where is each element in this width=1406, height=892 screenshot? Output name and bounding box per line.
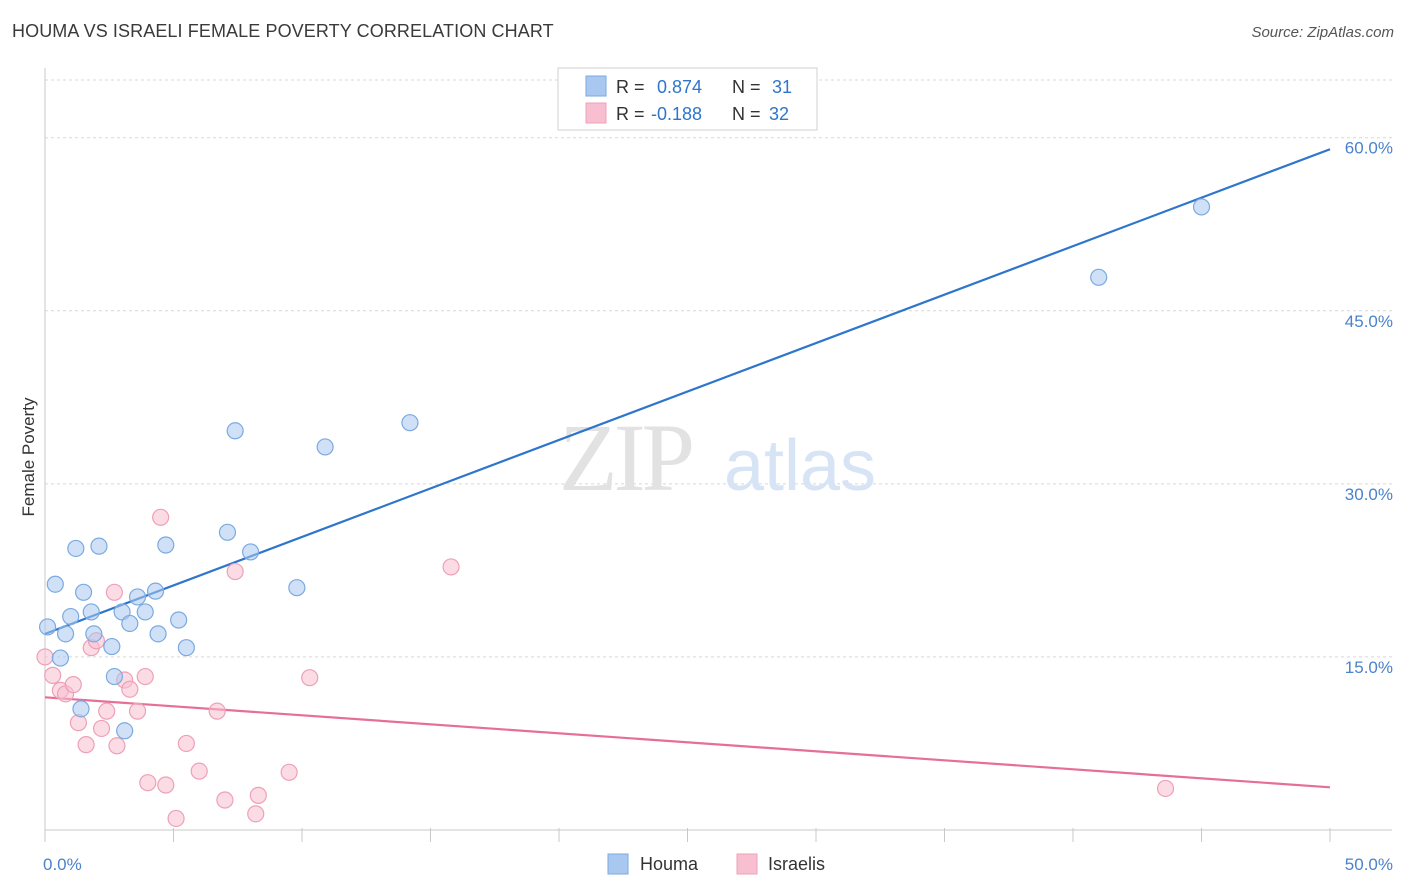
israelis-point (442, 558, 460, 576)
legend-swatch-israelis (585, 102, 607, 124)
israelis-point (190, 762, 208, 780)
houma-point (177, 639, 195, 657)
israelis-point (128, 702, 147, 720)
houma-point (1090, 268, 1108, 286)
israelis-point (92, 719, 111, 738)
houma-point (74, 583, 93, 601)
y-tick-label: 45.0% (1345, 312, 1393, 331)
israelis-point (105, 583, 123, 601)
legend-bottom-swatch-houma (607, 853, 629, 875)
legend-r-label-israelis: R = (616, 104, 645, 124)
legend-bottom-label-israelis: Israelis (768, 854, 825, 874)
legend-n-label-israelis: N = (732, 104, 761, 124)
israelis-point (280, 763, 298, 781)
legend-bottom-label-houma: Houma (640, 854, 699, 874)
houma-point (51, 649, 70, 667)
houma-point (72, 700, 90, 718)
israelis-trend-line (44, 696, 1331, 789)
y-tick-label: 60.0% (1345, 139, 1393, 158)
houma-point (226, 422, 244, 440)
legend-correlation-box: R = 0.874 N = 31 R = -0.188 N = 32 (557, 67, 818, 131)
israelis-point (69, 714, 88, 732)
legend-n-value-israelis: 32 (769, 104, 789, 124)
israelis-point (226, 562, 244, 581)
israelis-point (167, 809, 185, 828)
houma-point (146, 582, 165, 600)
houma-point (136, 603, 154, 621)
y-axis-label: Female Poverty (19, 397, 38, 517)
legend-r-label-houma: R = (616, 77, 645, 97)
israelis-point (177, 734, 195, 753)
israelis-point (136, 667, 154, 686)
houma-point (149, 625, 167, 643)
israelis-point (121, 680, 139, 698)
houma-point (85, 625, 103, 643)
israelis-point (157, 776, 175, 794)
axis-layer (44, 68, 1392, 842)
houma-point (116, 722, 134, 740)
israelis-point (247, 805, 265, 823)
houma-point (288, 579, 306, 597)
houma-point (157, 536, 175, 554)
israelis-point (139, 774, 157, 792)
trend-layer (44, 148, 1331, 789)
legend-series: Houma Israelis (607, 853, 825, 875)
watermark-logo: ZIP atlas (559, 404, 876, 511)
israelis-point (36, 648, 54, 666)
israelis-point (108, 737, 126, 755)
points-layer (36, 198, 1211, 828)
israelis-point (216, 791, 234, 809)
houma-point (170, 611, 188, 629)
houma-point (128, 588, 147, 606)
legend-r-value-israelis: -0.188 (651, 104, 702, 124)
chart-title: HOUMA VS ISRAELI FEMALE POVERTY CORRELAT… (12, 21, 554, 41)
y-tick-label: 15.0% (1345, 658, 1393, 677)
x-tick-label: 50.0% (1345, 855, 1393, 874)
houma-point (38, 618, 57, 636)
houma-point (121, 614, 139, 633)
tick-label-layer: 15.0% 30.0% 45.0% 60.0% 0.0% 50.0% (43, 139, 1393, 874)
x-tick-label: 0.0% (43, 855, 82, 874)
israelis-point (301, 669, 319, 687)
houma-point (218, 523, 237, 541)
y-tick-label: 30.0% (1345, 485, 1393, 504)
houma-point (316, 438, 334, 456)
houma-point (401, 414, 419, 432)
houma-point (1192, 198, 1211, 216)
grid-layer (45, 79, 1392, 658)
houma-point (103, 637, 121, 656)
israelis-point (77, 736, 95, 754)
israelis-point (44, 666, 62, 684)
houma-point (242, 543, 260, 561)
legend-r-value-houma: 0.874 (657, 77, 702, 97)
legend-n-value-houma: 31 (772, 77, 792, 97)
houma-point (82, 603, 100, 621)
houma-point (56, 625, 75, 643)
houma-point (62, 607, 80, 626)
houma-point (90, 537, 108, 555)
legend-swatch-houma (585, 75, 607, 97)
israelis-point (208, 702, 226, 720)
watermark-zip: ZIP (559, 404, 692, 511)
legend-n-label-houma: N = (732, 77, 761, 97)
israelis-point (98, 702, 116, 720)
houma-point (46, 575, 64, 593)
houma-point (67, 539, 85, 558)
legend-bottom-swatch-israelis (736, 853, 758, 875)
israelis-point (249, 786, 267, 804)
israelis-point (64, 676, 82, 694)
houma-trend-line (44, 148, 1331, 635)
source-label: Source: ZipAtlas.com (1251, 24, 1394, 41)
houma-point (105, 667, 123, 686)
watermark-atlas: atlas (724, 426, 876, 506)
israelis-point (1156, 779, 1175, 798)
israelis-point (152, 508, 170, 526)
